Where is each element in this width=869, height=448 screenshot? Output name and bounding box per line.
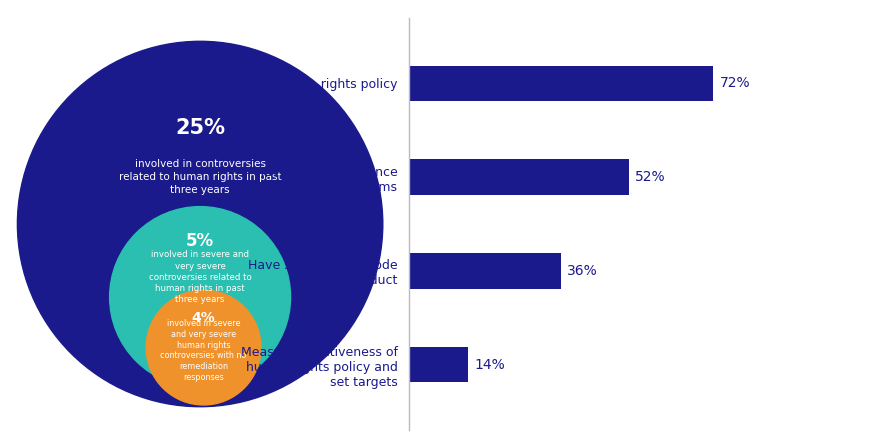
Circle shape	[109, 207, 290, 388]
Text: involved in controversies
related to human rights in past
three years: involved in controversies related to hum…	[119, 159, 281, 195]
Text: 14%: 14%	[474, 358, 505, 371]
Text: involved in severe
and very severe
human rights
controversies with no
remediatio: involved in severe and very severe human…	[160, 319, 247, 382]
Text: 5%: 5%	[186, 232, 214, 250]
Circle shape	[146, 290, 261, 405]
Text: 52%: 52%	[634, 170, 665, 184]
Text: 72%: 72%	[719, 77, 749, 90]
Circle shape	[17, 41, 382, 407]
Text: involved in severe and
very severe
controversies related to
human rights in past: involved in severe and very severe contr…	[149, 250, 251, 304]
Bar	[408, 66, 713, 101]
Text: 36%: 36%	[567, 264, 597, 278]
Bar	[408, 347, 468, 382]
Text: 4%: 4%	[191, 310, 216, 325]
Bar	[408, 253, 561, 289]
Text: 25%: 25%	[175, 118, 225, 138]
Bar	[408, 159, 628, 195]
